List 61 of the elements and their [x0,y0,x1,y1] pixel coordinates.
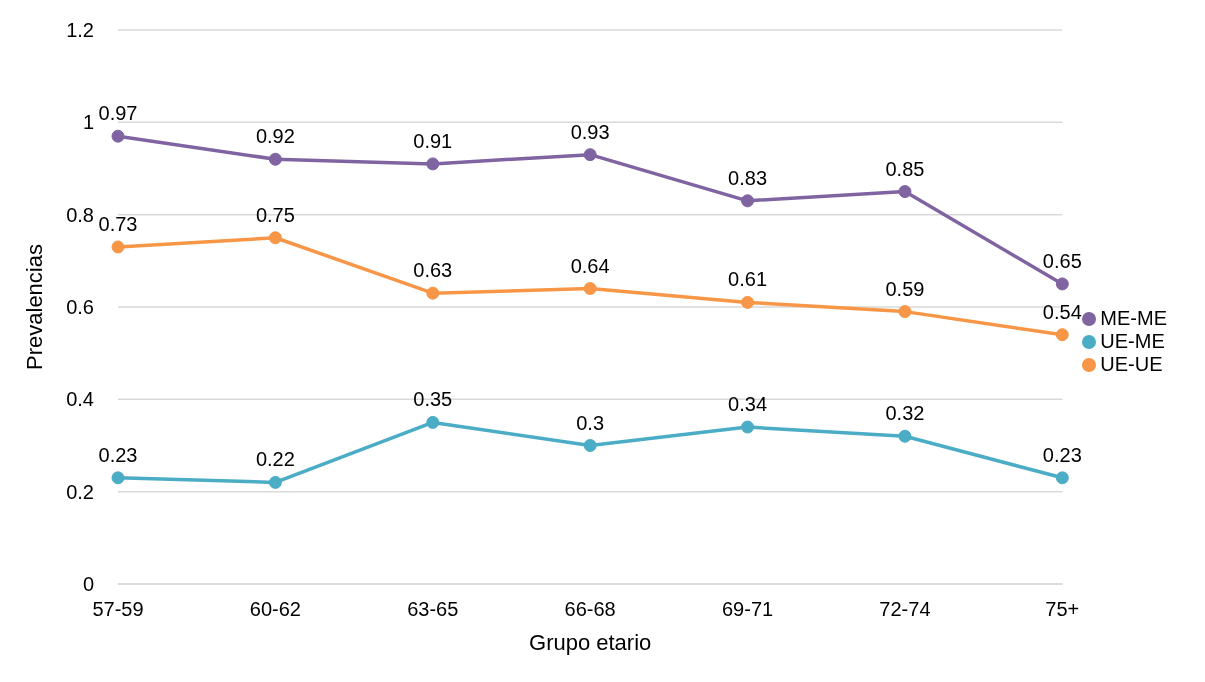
point [111,240,125,254]
point [268,152,282,166]
point [1055,277,1069,291]
x-tick-label: 66-68 [564,598,616,621]
x-tick-label: 60-62 [249,598,301,621]
x-tick-label: 72-74 [879,598,931,621]
y-tick-label: 0.6 [66,296,94,319]
point [268,475,282,489]
point [111,471,125,485]
data-label: 0.61 [728,268,768,291]
point [741,295,755,309]
data-label: 0.23 [1042,443,1082,466]
x-tick-label: 75+ [1045,598,1080,621]
x-tick-label: 69-71 [721,598,774,621]
data-label: 0.92 [255,125,295,148]
data-label: 0.83 [728,166,768,189]
x-tick-label: 63-65 [407,598,459,621]
legend-label: UE-ME [1100,329,1165,352]
data-label: 0.93 [570,120,610,143]
legend-label: ME-ME [1100,306,1167,329]
y-tick-label: 1.2 [66,19,94,42]
data-label: 0.64 [570,254,610,277]
y-tick-label: 1 [82,111,94,134]
point [583,439,597,452]
data-label: 0.59 [885,277,925,300]
point [583,148,597,162]
point [1055,328,1069,342]
point [741,194,755,208]
point [426,157,440,171]
data-label: 0.22 [255,448,295,471]
point [898,185,912,199]
data-label: 0.91 [413,129,453,152]
point [898,429,912,443]
x-tick-label: 57-59 [92,598,144,621]
data-label: 0.23 [98,443,138,466]
data-label: 0.34 [728,393,768,416]
point [111,129,125,143]
point [898,305,912,319]
data-label: 0.85 [885,157,925,180]
data-label: 0.73 [98,212,138,235]
data-label: 0.63 [413,259,453,282]
point [1055,471,1069,485]
y-tick-label: 0.2 [66,480,94,503]
point [583,282,597,296]
data-label: 0.35 [413,388,453,411]
y-tick-label: 0.4 [66,388,94,411]
data-label: 0.3 [576,411,605,434]
y-tick-label: 0.8 [66,203,94,226]
data-label: 0.54 [1042,300,1082,323]
y-axis-title: Prevalencias [21,244,47,370]
data-label: 0.32 [885,402,925,425]
point [741,420,755,434]
y-tick-label: 0 [82,573,94,596]
point [426,286,440,300]
x-axis-title: Grupo etario [529,630,652,655]
point [268,231,282,245]
data-label: 0.97 [98,102,138,125]
data-label: 0.75 [255,203,295,226]
data-label: 0.65 [1042,249,1082,272]
legend-label: UE-UE [1100,352,1163,375]
point [426,415,440,429]
